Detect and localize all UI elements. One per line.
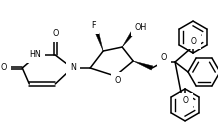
Text: O: O	[52, 29, 58, 38]
Text: O: O	[0, 64, 7, 72]
Text: OH: OH	[135, 23, 147, 32]
Polygon shape	[94, 29, 103, 51]
Polygon shape	[133, 61, 153, 70]
Text: F: F	[91, 21, 95, 30]
Text: HN: HN	[29, 50, 41, 58]
Polygon shape	[122, 31, 135, 47]
Text: O: O	[191, 37, 197, 46]
Text: N: N	[70, 63, 76, 72]
Text: O: O	[161, 52, 167, 61]
Text: O: O	[183, 96, 189, 105]
Text: O: O	[115, 76, 121, 86]
